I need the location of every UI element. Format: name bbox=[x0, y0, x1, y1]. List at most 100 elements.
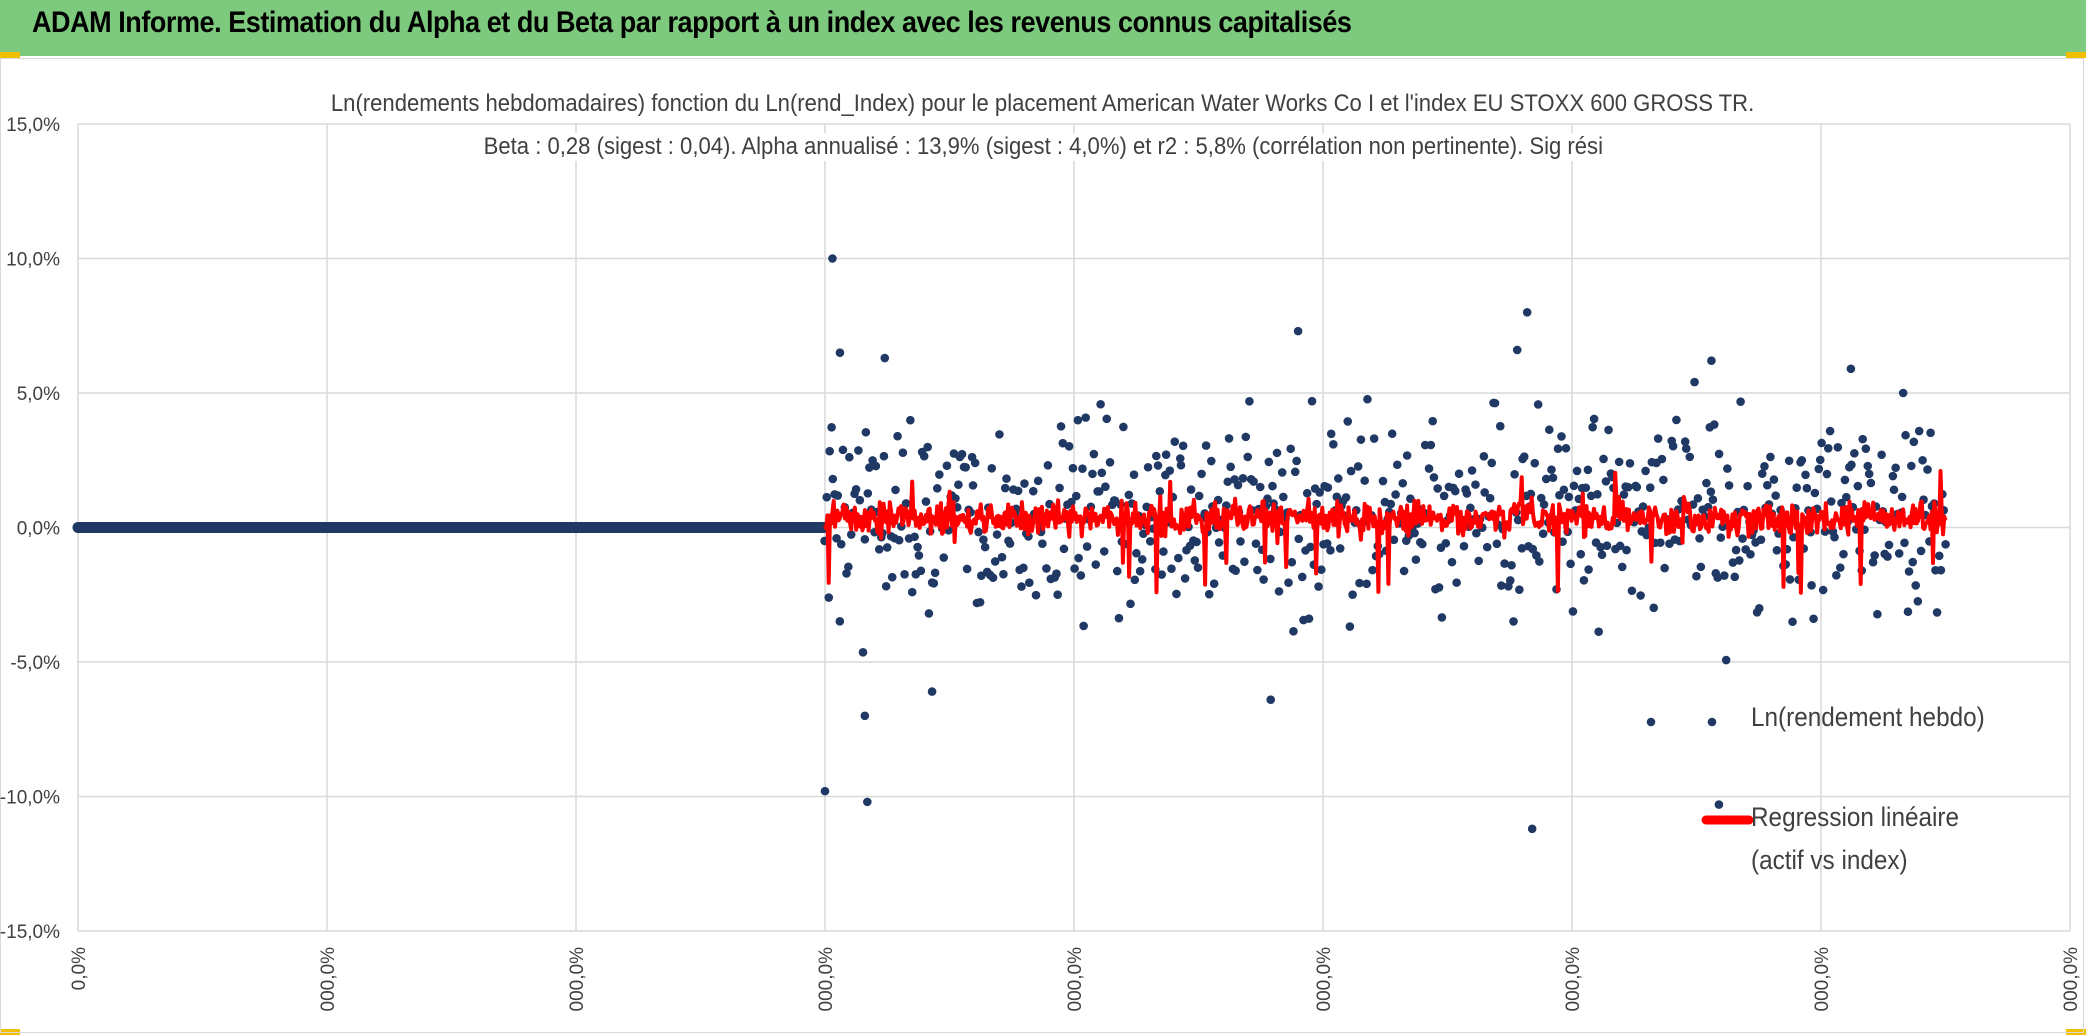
scatter-point bbox=[1660, 563, 1669, 573]
scatter-point bbox=[1614, 457, 1624, 467]
scatter-point bbox=[1512, 345, 1522, 355]
scatter-point bbox=[1326, 546, 1335, 555]
scatter-point bbox=[1602, 541, 1612, 551]
scatter-point bbox=[1719, 571, 1729, 580]
scatter-point bbox=[860, 711, 870, 721]
scatter-point bbox=[1302, 488, 1312, 498]
scatter-point bbox=[1934, 551, 1944, 561]
scatter-point bbox=[1903, 607, 1913, 616]
scatter-point bbox=[1192, 537, 1201, 547]
scatter-point bbox=[1411, 555, 1421, 564]
scatter-point bbox=[1569, 481, 1579, 491]
scatter-point bbox=[1914, 426, 1924, 436]
scatter-point bbox=[1641, 466, 1650, 476]
scatter-point bbox=[1594, 627, 1603, 636]
scatter-point bbox=[1771, 491, 1780, 500]
scatter-point bbox=[990, 557, 1000, 566]
scatter-point bbox=[992, 530, 1002, 539]
scatter-point bbox=[854, 446, 863, 455]
scatter-point bbox=[894, 535, 904, 545]
scatter-point bbox=[1818, 585, 1828, 595]
x-tick-label: 000,0% bbox=[2061, 947, 2082, 1012]
scatter-point bbox=[1530, 458, 1540, 468]
scatter-point bbox=[1909, 437, 1919, 447]
scatter-point bbox=[921, 497, 931, 506]
scatter-point bbox=[822, 492, 832, 502]
scatter-point bbox=[1286, 444, 1295, 454]
scatter-point bbox=[1863, 461, 1873, 471]
corner-marker-right bbox=[2066, 52, 2086, 58]
scatter-point bbox=[1143, 462, 1153, 472]
scatter-point bbox=[1017, 582, 1026, 591]
scatter-point bbox=[1038, 539, 1047, 549]
scatter-point bbox=[1292, 456, 1301, 466]
scatter-point bbox=[927, 687, 937, 696]
scatter-point bbox=[1533, 400, 1543, 409]
scatter-point bbox=[1553, 444, 1563, 454]
scatter-point bbox=[1884, 540, 1894, 550]
scatter-point bbox=[1277, 468, 1287, 477]
scatter-point bbox=[1615, 541, 1625, 551]
scatter-point bbox=[1926, 428, 1935, 438]
scatter-point bbox=[1341, 493, 1351, 502]
scatter-point bbox=[871, 461, 881, 471]
scatter-point bbox=[1064, 442, 1074, 451]
scatter-point bbox=[1692, 571, 1701, 581]
scatter-point bbox=[1249, 477, 1258, 486]
scatter-point bbox=[995, 430, 1004, 439]
scatter-point bbox=[1839, 549, 1848, 559]
scatter-point bbox=[1891, 463, 1900, 473]
scatter-point bbox=[1417, 539, 1427, 549]
scatter-point bbox=[932, 484, 942, 493]
scatter-point bbox=[1685, 452, 1695, 462]
scatter-point bbox=[1589, 414, 1599, 424]
scatter-point bbox=[1564, 492, 1574, 502]
scatter-point bbox=[1174, 553, 1183, 563]
scatter-point bbox=[1638, 502, 1648, 511]
scatter-point bbox=[901, 499, 911, 508]
scatter-point bbox=[1480, 488, 1489, 497]
scatter-point bbox=[1721, 655, 1731, 665]
scatter-point bbox=[1766, 452, 1775, 462]
scatter-point bbox=[1399, 566, 1409, 576]
scatter-point bbox=[1433, 484, 1442, 493]
scatter-point bbox=[1369, 434, 1379, 443]
scatter-point bbox=[1209, 579, 1219, 588]
scatter-point bbox=[1297, 572, 1307, 582]
scatter-point bbox=[1068, 463, 1078, 473]
scatter-point bbox=[939, 553, 949, 562]
scatter-point bbox=[1097, 468, 1107, 478]
scatter-point bbox=[882, 543, 892, 552]
scatter-point bbox=[1178, 441, 1188, 451]
scatter-point bbox=[881, 581, 891, 591]
scatter-point bbox=[1604, 425, 1613, 435]
scatter-point bbox=[1343, 417, 1353, 426]
scatter-point bbox=[906, 415, 915, 425]
scatter-point bbox=[1346, 466, 1356, 476]
regression-line bbox=[823, 469, 1948, 595]
scatter-point bbox=[1348, 590, 1357, 600]
scatter-point bbox=[1623, 482, 1633, 492]
scatter-point bbox=[1936, 565, 1946, 575]
scatter-point bbox=[1763, 480, 1772, 490]
scatter-point bbox=[1713, 573, 1722, 582]
scatter-point bbox=[1378, 476, 1388, 486]
scatter-point bbox=[1492, 539, 1502, 549]
scatter-point bbox=[1584, 565, 1593, 574]
scatter-point bbox=[1601, 477, 1611, 486]
scatter-point bbox=[1251, 539, 1261, 549]
scatter-point bbox=[1815, 455, 1825, 465]
scatter-point bbox=[1322, 539, 1332, 548]
scatter-point bbox=[1031, 590, 1041, 600]
scatter-point bbox=[1588, 422, 1597, 432]
scatter-point bbox=[1159, 547, 1168, 556]
scatter-point bbox=[1714, 800, 1724, 809]
scatter-point bbox=[1730, 572, 1740, 582]
scatter-point bbox=[1102, 414, 1112, 424]
scatter-point bbox=[919, 451, 929, 461]
scatter-point bbox=[1089, 449, 1099, 459]
scatter-point bbox=[1114, 613, 1124, 623]
scatter-point bbox=[1170, 437, 1180, 446]
scatter-point bbox=[1101, 482, 1110, 491]
scatter-point bbox=[824, 593, 834, 602]
